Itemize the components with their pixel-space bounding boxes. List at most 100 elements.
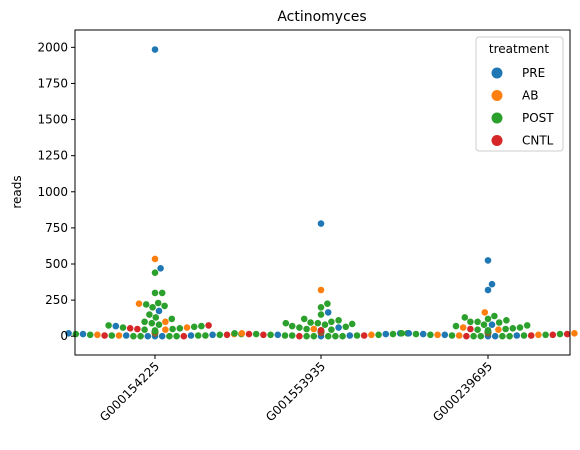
data-point-ab [481,309,489,316]
data-point-post [502,325,509,333]
data-point-ab [151,255,159,263]
data-point-pre [324,309,332,316]
data-point-post [151,289,159,297]
data-point-post [467,318,474,326]
data-point-post [141,318,148,326]
y-tick-label: 1250 [37,149,68,163]
data-point-pre [65,330,72,337]
data-point-post [296,324,303,331]
data-point-post [477,332,485,340]
legend-entry-ab: AB [522,89,538,103]
x-tick-label: G000239695 [430,359,495,424]
y-tick-label: 1000 [37,185,68,199]
data-point-ab [368,331,375,339]
data-point-post [151,327,159,334]
data-point-cntl [134,325,141,333]
data-point-ab [535,331,542,339]
data-point-post [119,324,127,331]
data-point-post [332,332,339,340]
data-point-post [398,330,405,337]
data-point-post [155,321,163,328]
data-point-post [161,302,168,310]
legend-entry-pre: PRE [522,66,545,80]
data-point-pre [157,265,164,272]
data-point-pre [112,322,120,330]
data-point-post [474,318,481,326]
data-point-post [137,332,144,340]
data-point-post [288,332,296,339]
data-point-post [152,314,160,321]
data-point-post [452,322,460,330]
data-point-post [321,321,329,328]
data-point-cntl [360,332,368,339]
data-point-post [169,325,176,333]
y-tick-label: 2000 [37,40,68,54]
y-axis-label: reads [10,175,24,208]
data-point-post [86,331,94,339]
data-point-post [108,332,116,339]
data-point-pre [209,331,216,339]
data-point-cntl [463,332,470,340]
data-point-post [310,332,318,340]
data-point-pre [155,307,163,315]
data-point-ab [495,326,502,334]
data-point-post [474,326,481,334]
data-point-post [288,322,296,330]
data-point-cntl [126,324,134,332]
data-point-pre [79,330,87,338]
y-tick-label: 750 [45,221,68,235]
data-point-post [176,324,184,332]
data-point-post [495,319,503,326]
data-point-pre [405,330,413,337]
data-point-post [130,332,137,340]
data-point-post [556,330,564,338]
data-point-post [216,331,224,339]
data-point-ab [317,286,325,294]
data-point-ab [571,330,578,337]
data-point-ab [94,331,101,339]
data-point-pre [317,220,325,227]
y-tick-label: 500 [45,257,68,271]
data-point-post [328,326,335,334]
data-point-cntl [549,331,557,339]
data-point-post [461,314,469,321]
data-point-cntl [467,325,474,333]
legend-marker-pre [491,67,503,79]
y-tick-label: 0 [60,329,68,343]
data-point-post [168,315,176,323]
data-point-post [154,299,162,307]
data-point-post [348,320,356,328]
data-point-cntl [563,330,571,338]
data-point-cntl [296,332,303,340]
data-point-ab [183,324,191,331]
y-tick-label: 1500 [37,113,68,127]
data-point-post [470,332,477,340]
data-point-post [146,311,153,318]
data-point-ab [162,318,169,326]
data-point-post [303,325,310,333]
x-tick-label: G000154225 [97,359,162,424]
data-point-ab [238,330,246,337]
data-point-post [506,332,513,340]
x-tick-label: G001553935 [263,359,328,424]
data-point-post [480,321,488,328]
data-point-post [173,332,180,340]
data-point-post [484,327,492,334]
legend-entry-post: POST [522,111,554,125]
data-point-post [252,330,260,338]
data-point-post [166,332,173,340]
data-point-ab [459,324,467,331]
data-point-post [448,332,456,339]
data-point-post [303,332,310,340]
data-point-post [342,323,350,331]
data-point-post [324,332,332,340]
data-point-post [198,322,205,330]
data-point-post [149,304,156,311]
data-point-post [282,319,290,327]
legend-entry-cntl: CNTL [522,134,554,148]
data-point-pre [441,331,449,339]
data-point-post [148,319,156,327]
data-point-pre [382,330,390,338]
data-point-post [105,322,112,329]
